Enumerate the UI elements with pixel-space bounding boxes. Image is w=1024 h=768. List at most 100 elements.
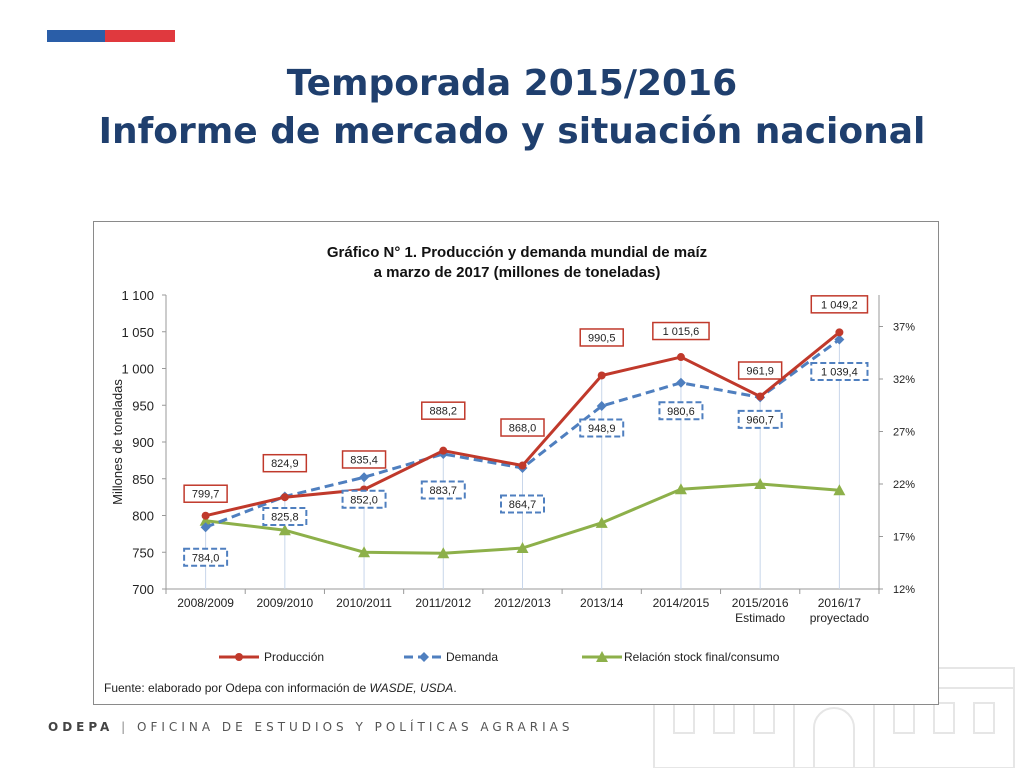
demanda-point xyxy=(596,401,607,412)
demanda-point xyxy=(359,472,370,483)
legend-produccion-marker xyxy=(235,653,243,661)
y2-tick-label: 12% xyxy=(893,584,915,596)
y-tick-label: 700 xyxy=(132,582,154,597)
x-tick-label: 2013/14 xyxy=(580,596,624,610)
y2-tick-label: 32% xyxy=(893,374,915,386)
x-tick-label: 2008/2009 xyxy=(177,596,234,610)
x-tick-label: 2014/2015 xyxy=(653,596,710,610)
y2-tick-label: 22% xyxy=(893,479,915,491)
demanda-point xyxy=(675,377,686,388)
produccion-data-label-box xyxy=(579,328,624,347)
footer-org: ODEPA xyxy=(48,720,114,734)
title-line-1: Temporada 2015/2016 xyxy=(286,63,738,104)
produccion-data-label: 824,9 xyxy=(271,458,299,470)
legend-produccion-label: Producción xyxy=(264,650,324,664)
produccion-data-label: 868,0 xyxy=(509,423,537,435)
demanda-data-label-box xyxy=(500,494,545,514)
relacion-point xyxy=(516,542,529,554)
demanda-data-label-box xyxy=(341,489,387,509)
produccion-point xyxy=(835,328,844,337)
legend-demanda-marker xyxy=(419,652,429,662)
produccion-data-label: 1 049,2 xyxy=(821,299,858,311)
produccion-data-label-box xyxy=(262,453,308,473)
slide-title: Temporada 2015/2016 Informe de mercado y… xyxy=(0,60,1024,156)
chart-title-line-1: Gráfico N° 1. Producción y demanda mundi… xyxy=(327,244,707,261)
demanda-data-label-box xyxy=(810,362,869,382)
y-tick-label: 800 xyxy=(132,509,154,524)
chart: Gráfico N° 1. Producción y demanda mundi… xyxy=(104,244,915,695)
produccion-point xyxy=(201,511,210,520)
y2-tick-label: 17% xyxy=(893,532,915,544)
produccion-data-label-box xyxy=(183,484,228,503)
y2-tick-label: 37% xyxy=(893,322,915,334)
y2-tick-label: 27% xyxy=(893,427,915,439)
produccion-point xyxy=(597,371,606,380)
chart-frame: Gráfico N° 1. Producción y demanda mundi… xyxy=(93,221,939,705)
x-tick-label: 2015/2016 xyxy=(732,596,789,610)
demanda-data-label-box xyxy=(183,547,229,567)
relacion-point xyxy=(278,524,291,536)
demanda-data-label: 980,6 xyxy=(667,406,695,418)
y-tick-label: 1 000 xyxy=(121,362,154,377)
source-note: Fuente: elaborado por Odepa con informac… xyxy=(104,681,457,695)
demanda-data-label-box xyxy=(420,480,466,500)
produccion-point xyxy=(280,493,289,502)
x-tick-label: 2016/17 xyxy=(818,596,862,610)
x-tick-label: Estimado xyxy=(735,611,785,625)
legend-demanda-label: Demanda xyxy=(446,650,498,664)
relacion-point xyxy=(595,516,608,528)
flag-stripe xyxy=(47,30,175,42)
demanda-data-label-box xyxy=(658,401,704,421)
footer: ODEPA | OFICINA DE ESTUDIOS Y POLÍTICAS … xyxy=(48,720,573,734)
legend-relacion-marker xyxy=(596,651,608,662)
produccion-data-label: 835,4 xyxy=(350,454,378,466)
flag-red-bar xyxy=(105,30,175,42)
y-tick-label: 750 xyxy=(132,545,154,560)
flag-blue-bar xyxy=(47,30,105,42)
footer-separator: | xyxy=(121,720,130,734)
demanda-data-label: 864,7 xyxy=(509,499,537,511)
relacion-point xyxy=(437,547,450,559)
produccion-data-label-box xyxy=(341,450,387,469)
demanda-data-label: 883,7 xyxy=(430,485,458,497)
y-axis-label: Millones de toneladas xyxy=(110,379,125,505)
demanda-data-label-box xyxy=(262,507,308,527)
produccion-data-label-box xyxy=(737,361,783,380)
produccion-data-label-box xyxy=(810,295,869,314)
demanda-point xyxy=(200,522,211,533)
x-tick-label: 2010/2011 xyxy=(336,596,392,610)
y-tick-label: 1 100 xyxy=(121,288,154,303)
chart-title-line-2: a marzo de 2017 (millones de toneladas) xyxy=(374,264,661,281)
produccion-point xyxy=(676,353,685,362)
relacion-point xyxy=(833,484,846,496)
produccion-data-label: 1 015,6 xyxy=(663,326,700,338)
relacion-point xyxy=(358,546,371,558)
demanda-point xyxy=(834,334,845,345)
produccion-point xyxy=(518,461,527,470)
demanda-data-label: 784,0 xyxy=(192,552,220,564)
produccion-point xyxy=(439,446,448,455)
produccion-data-label-box xyxy=(421,401,466,420)
relacion-point xyxy=(199,514,212,526)
footer-full-name: OFICINA DE ESTUDIOS Y POLÍTICAS AGRARIAS xyxy=(137,720,574,734)
x-tick-label: 2009/2010 xyxy=(256,596,313,610)
produccion-data-label: 888,2 xyxy=(430,406,458,418)
x-tick-label: proyectado xyxy=(810,611,870,625)
x-tick-label: 2012/2013 xyxy=(494,596,551,610)
demanda-data-label: 948,9 xyxy=(588,423,616,435)
produccion-data-label-box xyxy=(500,418,545,437)
produccion-data-label-box xyxy=(652,321,710,341)
produccion-data-label: 990,5 xyxy=(588,332,616,344)
relacion-point xyxy=(754,478,767,489)
demanda-data-label: 1 039,4 xyxy=(821,367,858,379)
demanda-data-label-box xyxy=(579,418,625,438)
legend-relacion-label: Relación stock final/consumo xyxy=(624,650,780,664)
y-tick-label: 950 xyxy=(132,398,154,413)
demanda-data-label: 852,0 xyxy=(350,494,378,506)
demanda-data-label: 825,8 xyxy=(271,512,299,524)
y-tick-label: 1 050 xyxy=(121,325,154,340)
produccion-data-label: 799,7 xyxy=(192,489,220,501)
produccion-point xyxy=(756,392,765,401)
title-line-2: Informe de mercado y situación nacional xyxy=(98,111,926,152)
produccion-data-label: 961,9 xyxy=(746,366,774,378)
